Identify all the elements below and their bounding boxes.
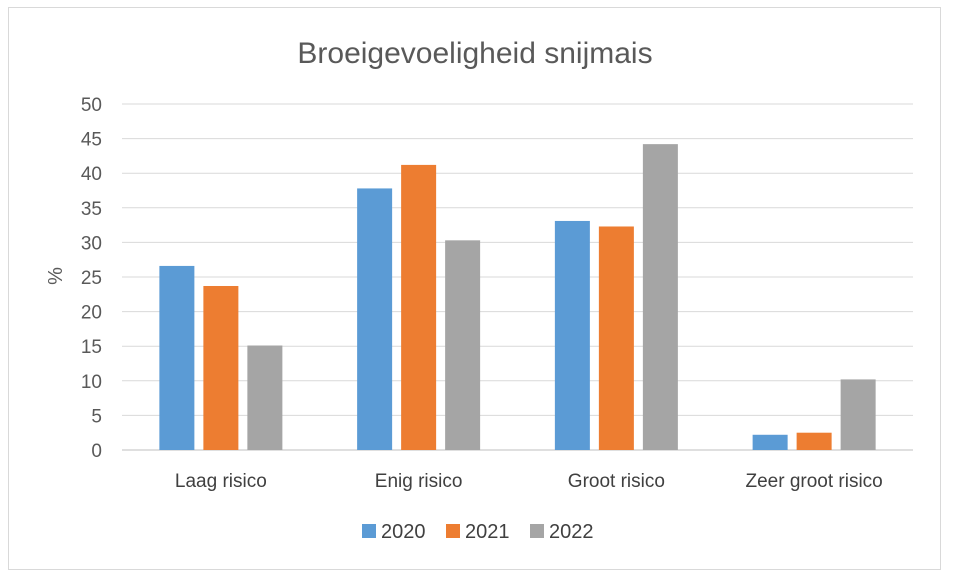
bar-2022	[445, 240, 481, 450]
y-axis-label: %	[45, 267, 67, 285]
legend-swatch-2021	[446, 524, 460, 538]
category-label: Groot risico	[568, 471, 665, 492]
y-tick-label: 5	[91, 406, 102, 427]
y-tick-labels: 0 5 10 15 20 25 30 35 40 45 50	[81, 95, 102, 462]
y-tick-label: 15	[81, 337, 102, 358]
y-tick-label: 45	[81, 130, 102, 151]
bar-2020	[357, 188, 393, 450]
legend-label: 2020	[381, 521, 426, 543]
legend: 2020 2021 2022	[362, 521, 594, 543]
y-tick-label: 35	[81, 199, 102, 220]
bars	[159, 144, 876, 451]
bar-2020	[554, 220, 590, 450]
y-tick-label: 0	[91, 441, 102, 462]
category-label: Zeer groot risico	[745, 471, 882, 492]
bar-2020	[752, 434, 788, 450]
bar-2021	[796, 432, 832, 450]
legend-swatch-2022	[530, 524, 544, 538]
bar-2021	[401, 164, 437, 450]
bar-2022	[642, 144, 678, 451]
legend-label: 2022	[549, 521, 594, 543]
legend-label: 2021	[465, 521, 510, 543]
y-tick-label: 25	[81, 268, 102, 289]
bar-2021	[203, 285, 239, 450]
category-label: Enig risico	[375, 471, 463, 492]
y-tick-label: 30	[81, 233, 102, 254]
bar-2021	[598, 226, 634, 450]
bar-2022	[247, 345, 283, 450]
bar-2022	[840, 379, 876, 450]
legend-swatch-2020	[362, 524, 376, 538]
y-tick-label: 50	[81, 95, 102, 116]
category-label: Laag risico	[175, 471, 267, 492]
gridlines	[122, 103, 913, 451]
category-labels: Laag risico Enig risico Groot risico Zeer g…	[175, 471, 883, 492]
chart-title: Broeigevoeligheid snijmais	[297, 37, 652, 70]
y-tick-label: 10	[81, 372, 102, 393]
y-tick-label: 20	[81, 303, 102, 324]
bar-2020	[159, 265, 195, 450]
y-tick-label: 40	[81, 164, 102, 185]
